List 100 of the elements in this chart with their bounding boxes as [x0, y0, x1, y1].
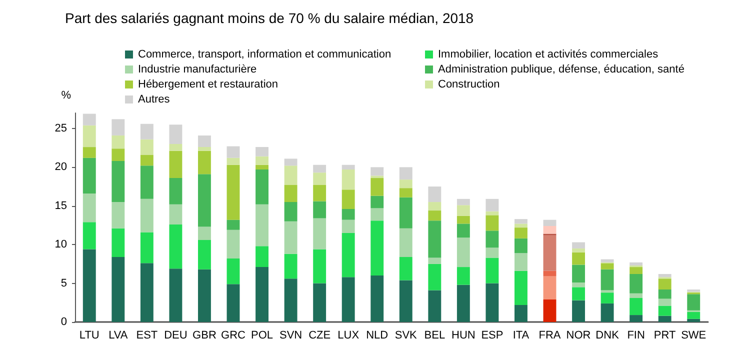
bar	[370, 176, 384, 178]
x-tick-label: SWE	[681, 330, 706, 342]
y-tick-label: 10	[54, 238, 67, 251]
bar	[82, 158, 96, 194]
bar	[284, 254, 298, 279]
bar	[226, 220, 240, 230]
legend-label: Commerce, transport, information et communication	[138, 48, 392, 60]
bar	[486, 211, 499, 216]
legend-label: Hébergement et restauration	[138, 78, 278, 90]
x-tick-label: ESP	[481, 330, 504, 342]
bar	[370, 276, 384, 322]
bar	[198, 240, 211, 270]
bar	[687, 294, 700, 310]
bar	[456, 216, 470, 224]
bar	[256, 147, 268, 156]
bar	[428, 186, 442, 202]
bar	[226, 158, 240, 165]
chart-title: Part des salariés gagnant moins de 70 % du salaire médian, 2018	[65, 10, 474, 26]
bar	[284, 202, 298, 222]
bar	[572, 252, 585, 265]
bar	[313, 283, 326, 322]
bar	[140, 154, 154, 166]
bar	[399, 188, 412, 198]
bar	[486, 258, 499, 284]
bar	[284, 166, 298, 185]
bar	[572, 287, 585, 300]
bar	[82, 194, 96, 222]
x-tick-label: LVA	[108, 330, 128, 342]
bar	[486, 198, 499, 212]
bar	[226, 258, 240, 284]
x-tick-label: GBR	[192, 330, 216, 342]
x-tick-label: FIN	[627, 330, 645, 342]
x-tick-label: FRA	[538, 330, 562, 342]
bar	[658, 278, 672, 290]
bar	[342, 220, 355, 233]
bar	[572, 242, 585, 248]
bar	[514, 270, 528, 305]
bar	[600, 292, 614, 304]
bar	[399, 280, 412, 322]
bar	[572, 282, 585, 288]
bar	[342, 208, 355, 220]
bar	[543, 226, 556, 234]
bar	[456, 267, 470, 285]
bar	[600, 269, 614, 290]
bar	[370, 208, 384, 221]
bar	[486, 283, 499, 322]
bar	[687, 318, 700, 322]
legend-label: Immobilier, location et activités commerciales	[438, 48, 659, 60]
bar	[456, 224, 470, 238]
x-tick-label: BEL	[424, 330, 446, 342]
bar	[198, 135, 211, 148]
bar	[313, 164, 326, 173]
bar	[370, 167, 384, 176]
bar	[543, 235, 556, 271]
bar	[456, 205, 470, 216]
x-tick-label: NLD	[366, 330, 388, 342]
bar	[687, 289, 700, 292]
bar	[456, 284, 470, 322]
bar	[543, 270, 556, 276]
x-tick-label: GRC	[221, 330, 246, 342]
bar	[198, 174, 211, 227]
bar	[140, 263, 154, 322]
bar	[399, 180, 412, 188]
bar	[630, 274, 643, 294]
bar	[256, 164, 268, 170]
x-tick-label: NOR	[566, 330, 591, 342]
bar	[256, 170, 268, 204]
bar	[313, 218, 326, 250]
bar	[486, 248, 499, 258]
bar	[313, 249, 326, 284]
bar	[658, 274, 672, 278]
bar	[514, 224, 528, 228]
bar	[82, 249, 96, 322]
bar	[428, 264, 442, 290]
bar	[112, 228, 125, 257]
y-tick-label: 20	[54, 161, 67, 174]
x-tick-label: EST	[136, 330, 158, 342]
bar	[428, 210, 442, 221]
bar	[284, 278, 298, 322]
bar	[658, 316, 672, 322]
x-tick-label: ITA	[512, 330, 530, 342]
bar	[198, 147, 211, 151]
bar	[428, 202, 442, 211]
bar	[82, 222, 96, 250]
bar	[169, 268, 182, 322]
bar	[169, 204, 182, 224]
x-tick-label: HUN	[452, 330, 476, 342]
bar	[658, 298, 672, 306]
bar	[313, 172, 326, 185]
bar	[140, 124, 154, 140]
y-axis-title: %	[61, 90, 72, 102]
bar	[112, 119, 125, 136]
y-tick-label: 25	[54, 122, 67, 134]
bar	[82, 125, 96, 148]
bar	[428, 258, 442, 264]
bar	[658, 289, 672, 299]
bar	[140, 198, 154, 232]
bar	[256, 204, 268, 246]
bar	[543, 276, 556, 300]
bar	[687, 312, 700, 319]
